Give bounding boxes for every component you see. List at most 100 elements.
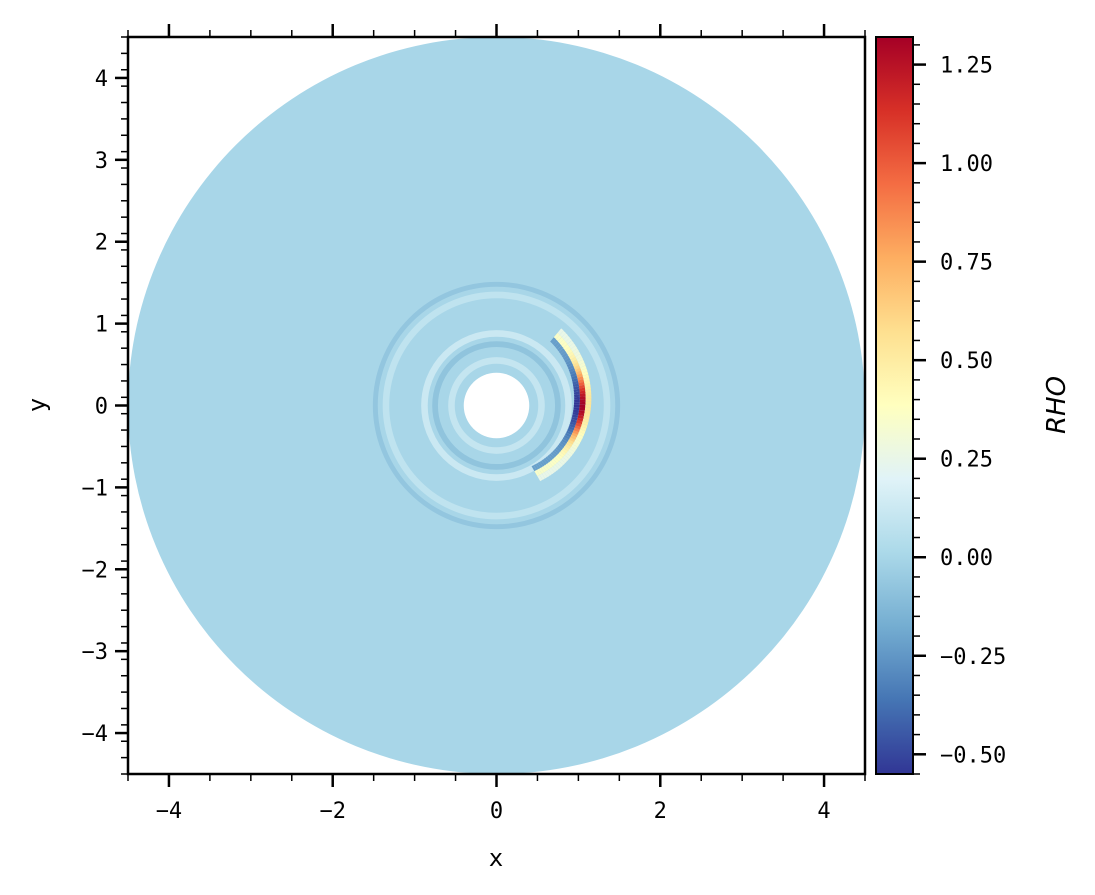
spiral-arc-segment <box>534 469 540 477</box>
spiral-arc-segment <box>561 439 568 444</box>
spiral-arc-segment <box>570 345 578 352</box>
spiral-arc-segment <box>579 429 586 434</box>
spiral-arc-segment <box>553 332 560 340</box>
spiral-arc-segment <box>573 364 581 370</box>
spiral-arc-segment <box>559 330 566 338</box>
spiral-arc-segment <box>548 453 555 460</box>
spiral-arc-segment <box>560 449 567 456</box>
x-tick-label: −4 <box>156 799 183 824</box>
y-tick-label: 2 <box>95 231 108 256</box>
spiral-arc-segment <box>545 463 551 470</box>
spiral-arc-segment <box>555 343 562 350</box>
spiral-arc-segment <box>561 333 568 340</box>
spiral-arc-segment <box>584 386 592 391</box>
spiral-arc-segment <box>581 371 589 377</box>
spiral-arc-segment <box>564 443 572 449</box>
spiral-arc-segment <box>577 431 585 437</box>
spiral-arc-segment <box>579 387 586 392</box>
spiral-arc-segment <box>547 455 553 461</box>
y-tick-label: 1 <box>95 313 108 338</box>
spiral-arc-segment <box>561 457 568 464</box>
spiral-arc-segment <box>543 457 549 464</box>
spiral-arc-segment <box>545 456 551 463</box>
colorbar-tick-label: −0.50 <box>940 743 1006 768</box>
spiral-arc-segment <box>568 448 575 455</box>
spiral-arc-segment <box>566 349 573 355</box>
spiral-arc-segment <box>569 354 576 360</box>
spiral-arc-segment <box>558 347 565 354</box>
spiral-arc-segment <box>555 462 562 469</box>
spiral-arc-segment <box>576 356 584 363</box>
spiral-arc-segment <box>562 455 570 461</box>
spiral-arc-segment <box>577 376 584 381</box>
spiral-arc-segment <box>569 421 577 426</box>
spiral-arc-segment <box>566 430 573 436</box>
spiral-arc-segment <box>568 426 575 431</box>
y-axis: −4 −3 −2 −1 0 1 2 3 4 <box>82 36 128 775</box>
spiral-arc-segment <box>569 343 576 350</box>
spiral-arc-segment <box>573 427 580 433</box>
spiral-arc-segment <box>559 459 566 466</box>
spiral-arc-segment <box>550 451 557 458</box>
spiral-arc-segment <box>537 461 543 468</box>
spiral-arc-segment <box>563 445 570 452</box>
colorbar-tick-label: 0.25 <box>940 448 993 473</box>
spiral-arc-segment <box>537 474 543 482</box>
colorbar-tick-label: 0.75 <box>940 251 993 276</box>
spiral-arc-segment <box>561 341 568 348</box>
spiral-arc-segment <box>563 354 570 361</box>
x-tick-label: 4 <box>817 799 830 824</box>
spiral-arc-segment <box>576 373 583 378</box>
y-tick-label: −3 <box>82 640 109 665</box>
spiral-arc-segment <box>539 460 545 467</box>
spiral-arc-segment <box>555 334 562 342</box>
spiral-arc-segment <box>559 441 567 447</box>
spiral-arc-segment <box>544 470 550 478</box>
spiral-arc-segment <box>541 459 548 466</box>
colorbar-frame <box>875 36 914 775</box>
spiral-arc-segment <box>571 359 579 365</box>
spiral-arc-segment <box>557 328 564 335</box>
colorbar: −0.50 −0.25 0.00 0.25 0.50 0.75 1.00 1.25 RHO <box>875 36 1072 775</box>
spiral-arc-segment <box>578 381 585 386</box>
spiral-arc-segment <box>581 424 588 429</box>
spiral-arc-segment <box>582 374 590 379</box>
colorbar-tick-label: 0.50 <box>940 349 993 374</box>
spiral-arc-segment <box>568 367 576 373</box>
spiral-arc-segment <box>581 421 589 426</box>
spiral-arc-segment <box>561 352 568 359</box>
spiral-arc-segment <box>548 467 555 475</box>
spiral-arc-segment <box>575 437 582 442</box>
spiral-arc-segment <box>533 464 539 471</box>
spiral-arc-segment <box>572 383 580 388</box>
y-axis-label: y <box>23 398 51 412</box>
spiral-arc-segment <box>584 383 591 388</box>
spiral-arc-segment <box>543 465 549 472</box>
spiral-arc-segment <box>564 357 571 363</box>
spiral-arc-segment <box>572 362 580 368</box>
y-tick-label: 3 <box>95 149 108 174</box>
x-axis-label: x <box>489 844 503 872</box>
spiral-arc-segment <box>535 462 541 470</box>
colorbar-ticks: −0.50 −0.25 0.00 0.25 0.50 0.75 1.00 1.25 <box>913 44 1006 775</box>
x-axis: −4 −2 0 2 4 <box>127 24 866 824</box>
spiral-arc-segment <box>546 469 553 476</box>
colorbar-gradient <box>876 37 913 774</box>
spiral-arc-segment <box>575 370 583 376</box>
spiral-arc-segment <box>558 442 565 449</box>
spiral-arc-segment <box>571 432 578 438</box>
spiral-arc-segment <box>557 337 564 344</box>
spiral-arc-segment <box>552 457 559 464</box>
spiral-arc-segment <box>579 362 586 368</box>
y-tick-label: −2 <box>82 558 109 583</box>
spiral-arc-segment <box>565 337 572 345</box>
spiral-arc-segment <box>570 434 577 440</box>
colorbar-tick-label: 0.00 <box>940 546 993 571</box>
spiral-arc-segment <box>574 425 581 430</box>
spiral-arc-segment <box>550 466 557 473</box>
spiral-arc-segment <box>552 450 559 456</box>
spiral-arc-segment <box>567 428 574 433</box>
spiral-arc-segment <box>536 468 542 476</box>
spiral-arc-segment <box>541 472 548 479</box>
